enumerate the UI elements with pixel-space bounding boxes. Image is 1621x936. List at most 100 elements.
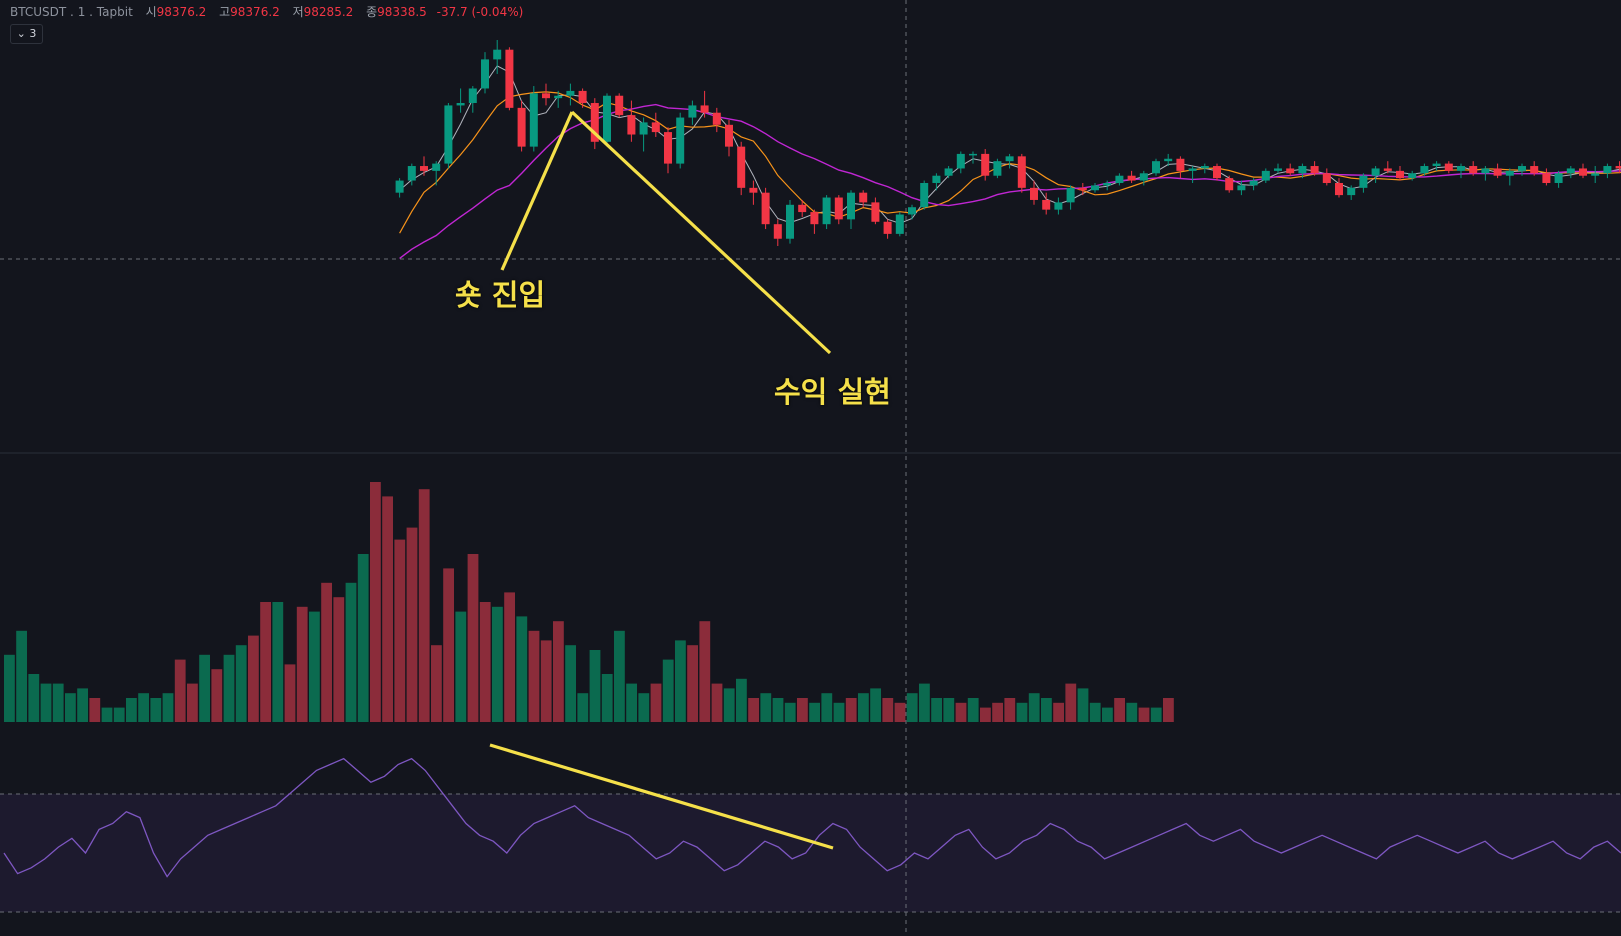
volume-bar — [455, 611, 467, 722]
volume-bar — [919, 683, 930, 722]
volume-bar — [589, 650, 601, 722]
volume-bar — [52, 683, 64, 722]
rsi-line — [3, 757, 1621, 878]
interval: 1 — [77, 5, 86, 19]
volume-bar — [821, 693, 833, 722]
candle-body — [749, 187, 758, 193]
volume-bar — [1004, 698, 1016, 722]
volume-bar — [772, 698, 784, 722]
candle-body — [969, 153, 977, 156]
candle-body — [566, 90, 575, 96]
volume-bar — [760, 693, 772, 722]
candle-body — [1408, 173, 1417, 179]
volume-bar — [638, 693, 650, 722]
candle-body — [1603, 166, 1612, 174]
volume-bar — [675, 640, 686, 722]
volume-bar — [77, 688, 88, 722]
close-value: 98338.5 — [377, 5, 427, 19]
symbol-header: BTCUSDT . 1 . Tapbit 시98376.2 고98376.2 저… — [10, 5, 524, 19]
candle-body — [651, 122, 660, 133]
candle-body — [1493, 168, 1502, 176]
high-label: 고 — [219, 5, 231, 19]
volume-bar — [174, 659, 186, 722]
volume-bar — [980, 707, 991, 722]
volume-bars — [4, 482, 1174, 722]
volume-bar — [906, 693, 918, 722]
volume-bar — [345, 582, 357, 722]
candle-body — [432, 163, 441, 171]
candle-body — [493, 49, 502, 60]
volume-bar — [894, 702, 906, 722]
volume-bar — [931, 698, 942, 722]
symbol-name[interactable]: BTCUSDT — [10, 5, 67, 19]
volume-bar — [89, 698, 101, 722]
volume-bar — [1114, 698, 1125, 722]
volume-bar — [1077, 688, 1089, 722]
volume-bar — [479, 602, 491, 722]
volume-bar — [504, 592, 515, 722]
volume-bar — [406, 527, 418, 722]
candle-body — [1579, 168, 1587, 176]
volume-bar — [467, 554, 479, 722]
candle-body — [1383, 168, 1392, 171]
volume-bar — [418, 489, 430, 722]
volume-bar — [357, 554, 369, 722]
candle-body — [578, 90, 587, 104]
volume-bar — [370, 482, 381, 722]
volume-bar — [882, 698, 894, 722]
candle-body — [1505, 170, 1514, 176]
volume-bar — [443, 568, 454, 722]
candle-body — [1444, 163, 1453, 171]
volume-bar — [4, 654, 15, 722]
candle-body — [481, 59, 489, 89]
candle-body — [700, 105, 709, 113]
indicator-collapse-button[interactable]: ⌄ 3 — [10, 24, 43, 44]
volume-bar — [272, 602, 284, 722]
candle-body — [395, 180, 404, 193]
volume-bar — [394, 539, 406, 722]
moving-average-line — [399, 91, 1621, 234]
trend-drawings[interactable] — [489, 110, 834, 850]
volume-bar — [797, 698, 808, 722]
volume-bar — [736, 678, 747, 722]
candle-body — [1481, 168, 1490, 174]
candle-body — [773, 224, 782, 239]
volume-bar — [65, 693, 76, 722]
candle-body — [932, 175, 941, 183]
candle-body — [847, 192, 855, 220]
volume-bar — [223, 654, 235, 722]
volume-bar — [833, 702, 845, 722]
candle-body — [1200, 166, 1209, 169]
volume-bar — [1126, 702, 1138, 722]
candle-body — [1542, 173, 1551, 183]
candle-body — [1261, 170, 1270, 181]
candle-body — [1078, 187, 1087, 191]
candle-body — [1615, 166, 1621, 169]
candle-body — [1347, 187, 1356, 196]
candle-body — [1054, 202, 1063, 210]
volume-bar — [723, 688, 735, 722]
open-label: 시 — [145, 5, 157, 19]
volume-bar — [748, 698, 759, 722]
candle-body — [1322, 173, 1331, 183]
candle-body — [542, 93, 550, 99]
volume-bar — [162, 693, 174, 722]
candle-body — [798, 204, 807, 213]
volume-bar — [40, 683, 52, 722]
candle-body — [688, 105, 697, 118]
volume-bar — [1016, 702, 1028, 722]
candle-body — [420, 166, 428, 171]
candle-body — [761, 192, 770, 225]
volume-bar — [845, 698, 857, 722]
volume-bar — [1089, 702, 1101, 722]
volume-bar — [528, 630, 540, 722]
chevron-down-icon: ⌄ — [16, 27, 26, 40]
volume-bar — [943, 698, 955, 722]
candle-body — [786, 204, 794, 239]
candle-body — [1091, 185, 1099, 191]
candle-body — [1115, 175, 1124, 183]
candle-body — [1066, 187, 1075, 203]
low-label: 저 — [292, 5, 304, 19]
volume-bar — [248, 635, 259, 722]
